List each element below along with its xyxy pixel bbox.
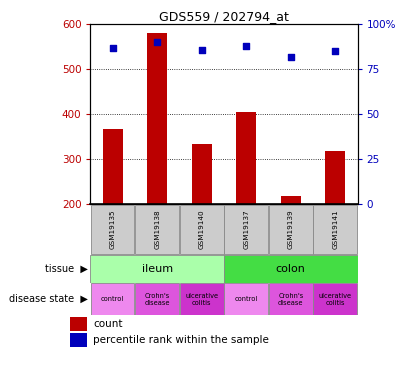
Bar [314,205,357,255]
Bar [281,196,301,204]
Text: colon: colon [276,264,306,274]
Bar [90,255,224,283]
Bar [180,284,224,315]
Bar [135,205,179,255]
Text: GSM19140: GSM19140 [199,210,205,249]
Text: ulcerative
colitis: ulcerative colitis [185,292,218,306]
Text: GSM19139: GSM19139 [288,210,294,249]
Text: GSM19138: GSM19138 [154,210,160,249]
Bar [269,284,313,315]
Bar [147,33,167,204]
Point [154,39,161,45]
Text: GSM19141: GSM19141 [332,210,338,249]
Bar [224,255,358,283]
Text: Crohn's
disease: Crohn's disease [278,292,304,306]
Bar [70,333,87,347]
Point [243,43,249,49]
Text: control: control [101,296,124,302]
Text: ulcerative
colitis: ulcerative colitis [319,292,352,306]
Text: disease state  ▶: disease state ▶ [9,294,88,304]
Point [332,48,339,54]
Title: GDS559 / 202794_at: GDS559 / 202794_at [159,10,289,23]
Bar [135,284,179,315]
Text: tissue  ▶: tissue ▶ [46,264,88,274]
Bar [314,284,357,315]
Point [199,46,205,53]
Text: percentile rank within the sample: percentile rank within the sample [93,335,269,345]
Bar [224,284,268,315]
Bar [192,144,212,204]
Bar [91,205,134,255]
Bar [236,112,256,204]
Text: GSM19137: GSM19137 [243,210,249,249]
Text: GSM19135: GSM19135 [110,210,115,249]
Point [287,54,294,60]
Point [109,45,116,51]
Bar [180,205,224,255]
Bar [224,205,268,255]
Text: Crohn's
disease: Crohn's disease [144,292,170,306]
Bar [70,317,87,331]
Bar [91,284,134,315]
Bar [103,129,123,204]
Bar [269,205,313,255]
Text: control: control [235,296,258,302]
Bar [325,151,345,204]
Text: ileum: ileum [142,264,173,274]
Text: count: count [93,319,122,329]
